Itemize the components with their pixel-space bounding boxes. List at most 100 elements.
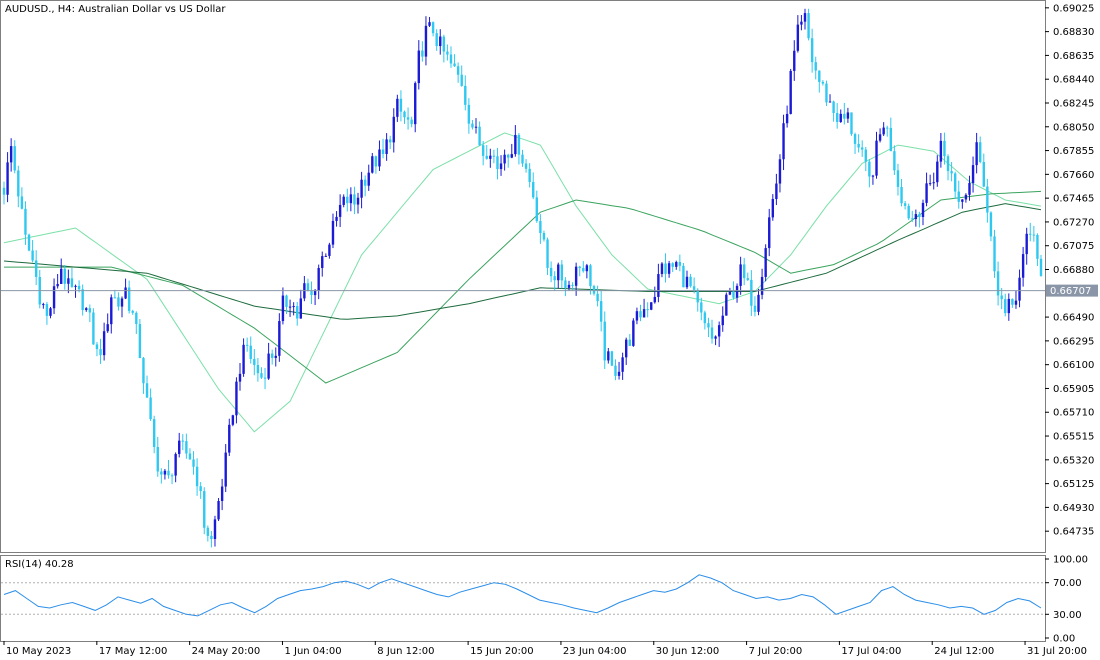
rsi-tick-label: 0.00	[1053, 634, 1075, 645]
bull-candle	[764, 248, 767, 277]
bear-candle	[889, 127, 893, 152]
bull-candle	[839, 113, 842, 123]
bear-candle	[442, 36, 446, 52]
time-tick-label: 23 Jun 04:00	[563, 646, 627, 657]
bull-candle	[321, 256, 324, 268]
bear-candle	[628, 339, 631, 346]
price-tick-label: 0.68050	[1053, 122, 1094, 133]
bear-candle	[77, 285, 81, 290]
bear-candle	[485, 155, 488, 159]
bear-candle	[578, 266, 581, 269]
bull-candle	[52, 286, 56, 309]
bull-candle	[378, 149, 381, 167]
bull-candle	[313, 290, 317, 296]
price-tick-label: 0.65320	[1053, 455, 1094, 466]
bull-candle	[220, 486, 224, 502]
bear-candle	[743, 264, 746, 279]
bull-candle	[224, 452, 227, 487]
bear-candle	[195, 466, 199, 487]
bull-candle	[510, 154, 513, 158]
price-tick-label: 0.64930	[1053, 503, 1094, 514]
bear-candle	[696, 289, 699, 303]
bear-candle	[45, 304, 49, 316]
rsi-label: RSI(14) 40.28	[5, 559, 74, 570]
bear-candle	[249, 345, 252, 359]
bull-candle	[675, 261, 678, 267]
bear-candle	[464, 85, 467, 105]
bull-candle	[800, 21, 803, 25]
bull-candle	[939, 140, 943, 162]
bear-candle	[70, 278, 74, 287]
time-tick-label: 15 Jun 20:00	[470, 646, 534, 657]
time-tick-label: 17 Jul 04:00	[841, 646, 901, 657]
bull-candle	[961, 199, 964, 202]
bear-candle	[707, 323, 710, 328]
bear-candle	[564, 280, 567, 288]
bear-candle	[682, 265, 685, 288]
candles	[2, 8, 1043, 548]
bull-candle	[793, 50, 796, 71]
bear-candle	[185, 441, 188, 454]
bull-candle	[499, 163, 503, 170]
bear-candle	[1036, 234, 1039, 259]
bear-candle	[646, 309, 649, 311]
bull-candle	[574, 266, 578, 286]
bull-candle	[335, 216, 338, 221]
price-tick-label: 0.65710	[1053, 408, 1094, 419]
bull-candle	[439, 36, 442, 47]
bull-candle	[299, 298, 302, 319]
bear-candle	[142, 357, 145, 384]
bull-candle	[617, 371, 621, 376]
bull-candle	[281, 295, 285, 322]
bull-candle	[785, 113, 789, 124]
bull-candle	[1014, 300, 1018, 305]
bear-candle	[188, 453, 192, 460]
bull-candle	[213, 519, 217, 539]
price-tick-label: 0.67465	[1053, 194, 1094, 205]
bear-candle	[31, 250, 34, 261]
bear-candle	[571, 284, 574, 286]
rsi-panel-frame	[0, 555, 1046, 642]
price-tick-label: 0.65125	[1053, 479, 1094, 490]
bear-candle	[896, 170, 900, 187]
bull-candle	[342, 196, 345, 205]
bull-candle	[9, 146, 13, 163]
bull-candle	[796, 24, 800, 51]
bear-candle	[517, 134, 521, 155]
bull-candle	[585, 265, 589, 272]
bear-candle	[524, 163, 528, 169]
bull-candle	[882, 127, 885, 135]
bear-candle	[306, 283, 310, 291]
time-tick-label: 1 Jun 04:00	[284, 646, 341, 657]
price-tick-label: 0.68635	[1053, 51, 1094, 62]
bear-candle	[117, 297, 120, 307]
bull-candle	[728, 291, 732, 295]
price-tick-label: 0.66880	[1053, 265, 1094, 276]
bear-candle	[88, 308, 92, 313]
bear-candle	[986, 186, 989, 213]
bear-candle	[521, 154, 524, 164]
bear-candle	[449, 54, 453, 64]
bull-candle	[975, 142, 978, 166]
bear-candle	[506, 154, 510, 158]
bear-candle	[460, 74, 463, 86]
bull-candle	[235, 381, 238, 416]
bull-candle	[964, 194, 968, 200]
rsi-line	[3, 574, 1042, 617]
bull-candle	[163, 470, 167, 475]
bull-candle	[85, 308, 88, 311]
bear-candle	[260, 373, 263, 378]
bear-candle	[732, 291, 735, 298]
bear-candle	[950, 171, 953, 174]
bear-candle	[127, 287, 131, 311]
bear-candle	[467, 104, 471, 124]
bull-candle	[642, 309, 646, 318]
bull-candle	[324, 255, 328, 257]
bear-candle	[546, 239, 549, 268]
bull-candle	[914, 214, 918, 220]
bear-candle	[431, 22, 435, 34]
bear-candle	[821, 81, 825, 84]
bull-candle	[632, 320, 635, 346]
moving-averages	[3, 132, 1042, 433]
